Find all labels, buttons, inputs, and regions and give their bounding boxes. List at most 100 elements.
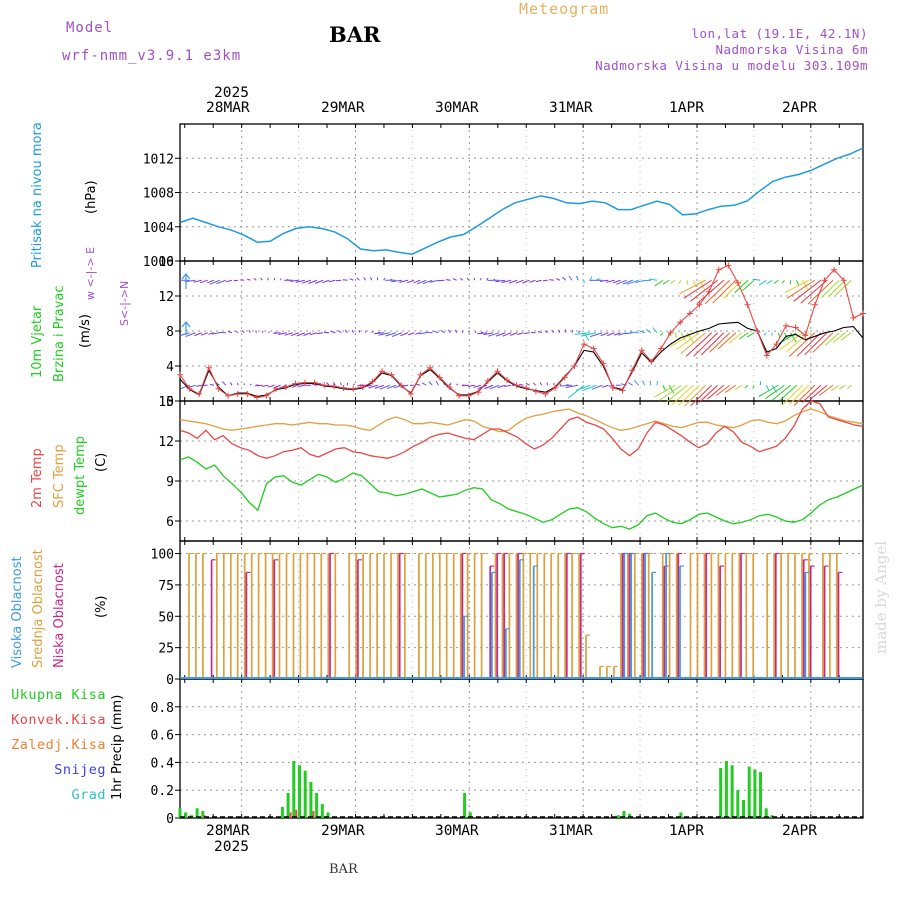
wind-barb <box>701 332 725 356</box>
wind-barb <box>654 384 676 398</box>
wind-barb <box>371 331 374 334</box>
wind-speed-marker <box>436 374 443 381</box>
wind-speed-marker <box>523 384 530 391</box>
wind-barb <box>280 278 282 281</box>
wind-barb <box>328 279 336 283</box>
wind-barb <box>473 277 476 281</box>
wind-ytick-label: 16 <box>158 255 174 270</box>
wind-barb <box>759 381 762 386</box>
wind-key-we: w <-|-> E <box>84 246 97 300</box>
temp2m-line <box>179 400 864 459</box>
wind-barb <box>365 330 367 333</box>
wind-barb <box>600 279 609 282</box>
date-label-top-3: 31MAR <box>549 100 593 116</box>
wind-barb <box>781 279 785 284</box>
precip-total-bar <box>303 770 307 818</box>
temp-frame <box>179 400 864 542</box>
precip-total-bar <box>315 793 319 818</box>
wind-speed-marker <box>273 385 280 392</box>
wind-barb <box>508 279 518 284</box>
wind-speed-marker <box>388 371 395 378</box>
cloud-label-high: Visoka Oblacnost <box>10 556 25 668</box>
wind-barb <box>766 279 773 285</box>
wind-barb <box>510 332 518 336</box>
wind-barb <box>179 332 190 337</box>
wind-barb <box>273 384 281 389</box>
wind-barb <box>193 279 202 283</box>
wind-barb <box>246 278 251 281</box>
year-label-bottom: 2025 <box>214 839 249 855</box>
wind-barb <box>484 384 494 390</box>
wind-barb <box>793 384 816 406</box>
pressure-series-line <box>179 147 864 255</box>
wind-barb <box>529 279 536 283</box>
wind-barb <box>833 332 846 343</box>
wind-barb <box>456 383 459 386</box>
wind-barb <box>501 279 512 284</box>
wind-barb <box>379 384 391 390</box>
wind-speed-marker <box>321 382 328 389</box>
wind-barb <box>649 380 652 386</box>
wind-barb <box>559 384 573 387</box>
model-name: wrf-nmm_v3.9.1 e3km <box>62 48 242 64</box>
wind-speed-marker <box>253 394 260 401</box>
wind-barb <box>793 279 822 302</box>
date-label-top-2: 30MAR <box>435 100 479 116</box>
wind-barb <box>296 332 306 337</box>
wind-barb <box>349 278 354 281</box>
wind-barb <box>618 332 627 336</box>
cloud-ytick-label: 100 <box>151 548 174 563</box>
precip-total-bar <box>463 793 467 818</box>
precip-ytick-label: 0 <box>166 812 174 827</box>
wind-barb <box>679 279 706 295</box>
wind-barb <box>796 332 822 357</box>
wind-barb <box>489 384 500 390</box>
wind-barb <box>408 332 415 336</box>
wind-barb <box>194 332 202 337</box>
wind-barb <box>627 382 633 386</box>
wind-barb <box>523 332 530 334</box>
temp-label-2m: 2m Temp <box>30 448 45 508</box>
wind-barb <box>742 279 755 291</box>
wind-barb <box>683 384 706 407</box>
wind-speed-marker <box>484 377 491 384</box>
cloud-frame <box>179 540 864 680</box>
wind-barb <box>804 332 828 356</box>
date-label-top-1: 29MAR <box>321 100 365 116</box>
precip-total-bar <box>719 768 723 818</box>
temp-label-dewpt: dewpt Temp <box>73 435 88 515</box>
precip-legend-total: Ukupna Kisa <box>11 687 106 703</box>
wind-barb <box>583 332 590 341</box>
wind-barb <box>209 383 214 386</box>
wind-speed-marker <box>821 277 828 284</box>
wind-barb <box>351 329 354 333</box>
wind-barb <box>199 279 208 284</box>
temp-label-sfc: SFC Temp <box>52 444 67 508</box>
wind-speed-marker <box>311 379 318 386</box>
wind-barb <box>474 331 477 334</box>
date-label-top-0: 28MAR <box>206 100 250 116</box>
wind-barb <box>676 332 700 351</box>
wind-barb <box>589 276 593 281</box>
wind-speed-marker <box>629 367 636 374</box>
wind-barb <box>662 385 667 392</box>
wind-barb <box>504 384 512 387</box>
wind-barb <box>641 380 646 386</box>
wind-barb <box>674 332 678 338</box>
precip-total-bar <box>201 811 205 818</box>
wind-label-1: 10m Vjetar <box>30 305 45 378</box>
temp-ytick-label: 9 <box>166 475 174 490</box>
wind-barb <box>678 279 682 284</box>
precip-total-bar <box>742 799 745 818</box>
wind-barb <box>459 277 464 281</box>
wind-barb <box>820 279 840 299</box>
wind-barb <box>378 332 390 336</box>
wind-barb <box>690 384 712 407</box>
precip-total-bar <box>184 812 188 818</box>
wind-speed-marker <box>590 345 597 352</box>
wind-barb <box>525 382 530 386</box>
wind-speed-marker <box>196 391 203 397</box>
wind-barb <box>734 279 749 294</box>
wind-barb <box>416 383 421 386</box>
wind-barb <box>437 279 445 282</box>
